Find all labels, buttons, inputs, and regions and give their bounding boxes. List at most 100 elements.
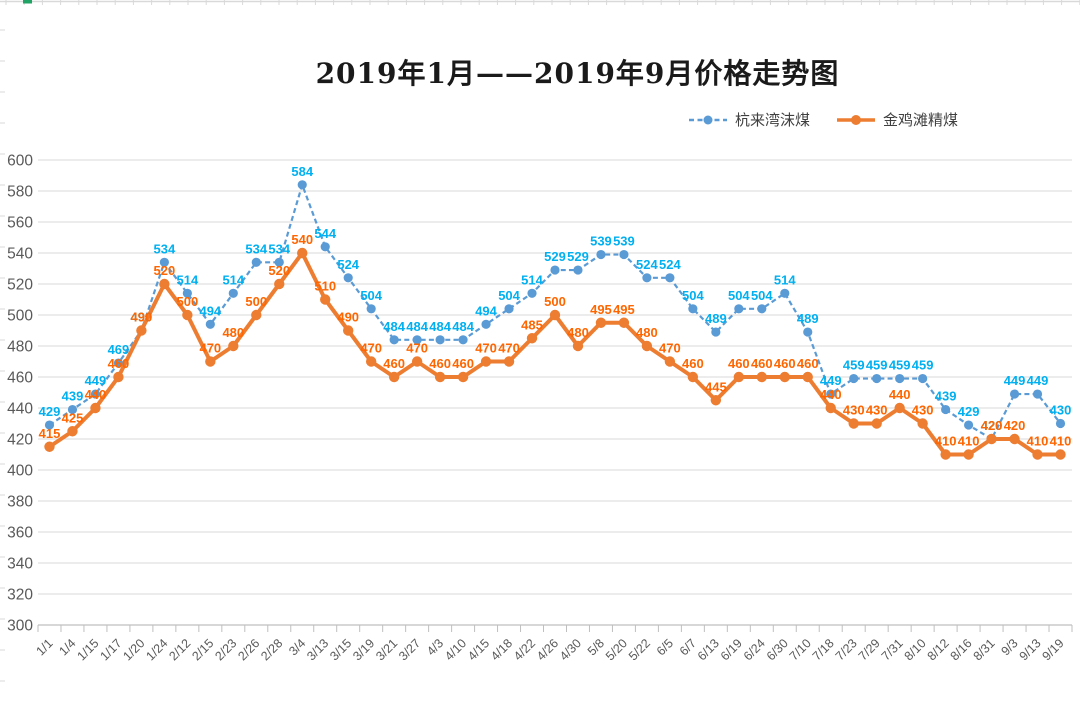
data-point[interactable] — [849, 373, 859, 384]
data-point[interactable] — [389, 335, 399, 345]
data-label: 514 — [521, 272, 543, 287]
data-point[interactable] — [894, 402, 905, 414]
data-point[interactable] — [457, 371, 469, 383]
data-point[interactable] — [572, 340, 584, 352]
data-point[interactable] — [1032, 449, 1043, 460]
data-point[interactable] — [1032, 389, 1043, 399]
data-point[interactable] — [205, 319, 215, 329]
data-point[interactable] — [872, 373, 882, 384]
data-point[interactable] — [527, 288, 537, 298]
legend-item-hanglaiwan[interactable]: 杭来湾沫煤 — [688, 109, 810, 130]
data-point[interactable] — [711, 327, 721, 337]
data-point[interactable] — [182, 288, 192, 298]
data-point[interactable] — [757, 304, 767, 314]
data-point[interactable] — [1009, 389, 1020, 399]
data-point[interactable] — [941, 404, 951, 415]
data-point[interactable] — [734, 304, 744, 314]
data-point[interactable] — [343, 325, 354, 336]
data-point[interactable] — [917, 418, 928, 429]
data-point[interactable] — [67, 404, 78, 415]
x-axis-tick-label: 7/23 — [833, 636, 860, 663]
y-axis-tick-label: 300 — [7, 618, 33, 635]
data-point[interactable] — [618, 317, 630, 328]
data-point[interactable] — [779, 371, 790, 383]
data-point[interactable] — [895, 373, 905, 384]
data-point[interactable] — [251, 257, 261, 267]
data-point[interactable] — [710, 395, 722, 406]
data-point[interactable] — [228, 288, 238, 298]
data-point[interactable] — [388, 371, 400, 383]
data-point[interactable] — [480, 356, 492, 367]
data-point[interactable] — [228, 340, 239, 352]
data-point[interactable] — [756, 371, 767, 383]
data-point[interactable] — [780, 288, 790, 298]
data-point[interactable] — [549, 309, 561, 321]
data-label: 440 — [820, 387, 842, 402]
data-point[interactable] — [664, 356, 676, 367]
data-point[interactable] — [205, 356, 216, 367]
data-point[interactable] — [871, 418, 882, 429]
data-point[interactable] — [733, 371, 745, 383]
data-point[interactable] — [596, 249, 606, 260]
data-point[interactable] — [113, 371, 124, 383]
data-point[interactable] — [182, 309, 193, 321]
data-point[interactable] — [940, 449, 951, 460]
data-point[interactable] — [826, 389, 836, 399]
data-point[interactable] — [320, 242, 330, 252]
data-point[interactable] — [526, 333, 538, 344]
data-point[interactable] — [136, 325, 147, 336]
data-point[interactable] — [67, 426, 78, 437]
data-point[interactable] — [963, 449, 974, 460]
data-point[interactable] — [274, 278, 285, 290]
legend-item-jinjitan[interactable]: 金鸡滩精煤 — [836, 109, 958, 130]
data-point[interactable] — [90, 402, 101, 414]
data-point[interactable] — [412, 335, 422, 345]
data-point[interactable] — [503, 356, 515, 367]
data-point[interactable] — [297, 180, 307, 190]
data-point[interactable] — [986, 433, 997, 445]
data-point[interactable] — [159, 278, 170, 290]
data-point[interactable] — [550, 265, 560, 275]
data-point[interactable] — [595, 317, 607, 328]
data-label: 490 — [131, 310, 153, 325]
data-label: 534 — [245, 241, 267, 256]
data-point[interactable] — [964, 420, 974, 430]
data-point[interactable] — [688, 304, 698, 314]
data-point[interactable] — [803, 327, 813, 337]
data-point[interactable] — [573, 265, 583, 275]
data-point[interactable] — [251, 309, 262, 321]
data-point[interactable] — [343, 273, 353, 283]
data-point[interactable] — [366, 304, 376, 314]
data-point[interactable] — [641, 340, 653, 352]
data-point[interactable] — [642, 273, 652, 283]
data-point[interactable] — [665, 273, 675, 283]
data-point[interactable] — [1009, 433, 1020, 445]
data-point[interactable] — [848, 418, 859, 429]
data-point[interactable] — [918, 373, 928, 384]
data-point[interactable] — [434, 371, 446, 383]
data-point[interactable] — [44, 420, 55, 430]
data-point[interactable] — [504, 304, 514, 314]
data-point[interactable] — [365, 356, 377, 367]
data-point[interactable] — [297, 247, 308, 259]
data-point[interactable] — [435, 335, 445, 345]
data-point[interactable] — [1055, 449, 1066, 460]
data-point[interactable] — [274, 257, 284, 267]
data-point[interactable] — [619, 249, 629, 260]
data-point[interactable] — [90, 389, 101, 399]
data-point[interactable] — [481, 319, 491, 329]
data-label: 459 — [889, 358, 911, 373]
data-point[interactable] — [1055, 418, 1066, 429]
data-point[interactable] — [802, 371, 813, 383]
data-point[interactable] — [687, 371, 699, 383]
data-point[interactable] — [458, 335, 468, 345]
data-label: 500 — [245, 294, 267, 309]
data-point[interactable] — [825, 402, 836, 414]
data-point[interactable] — [113, 358, 124, 368]
y-axis-tick-label: 600 — [7, 153, 33, 170]
data-point[interactable] — [320, 294, 331, 305]
data-point[interactable] — [411, 356, 423, 367]
data-point[interactable] — [44, 441, 55, 452]
data-point[interactable] — [159, 257, 169, 267]
